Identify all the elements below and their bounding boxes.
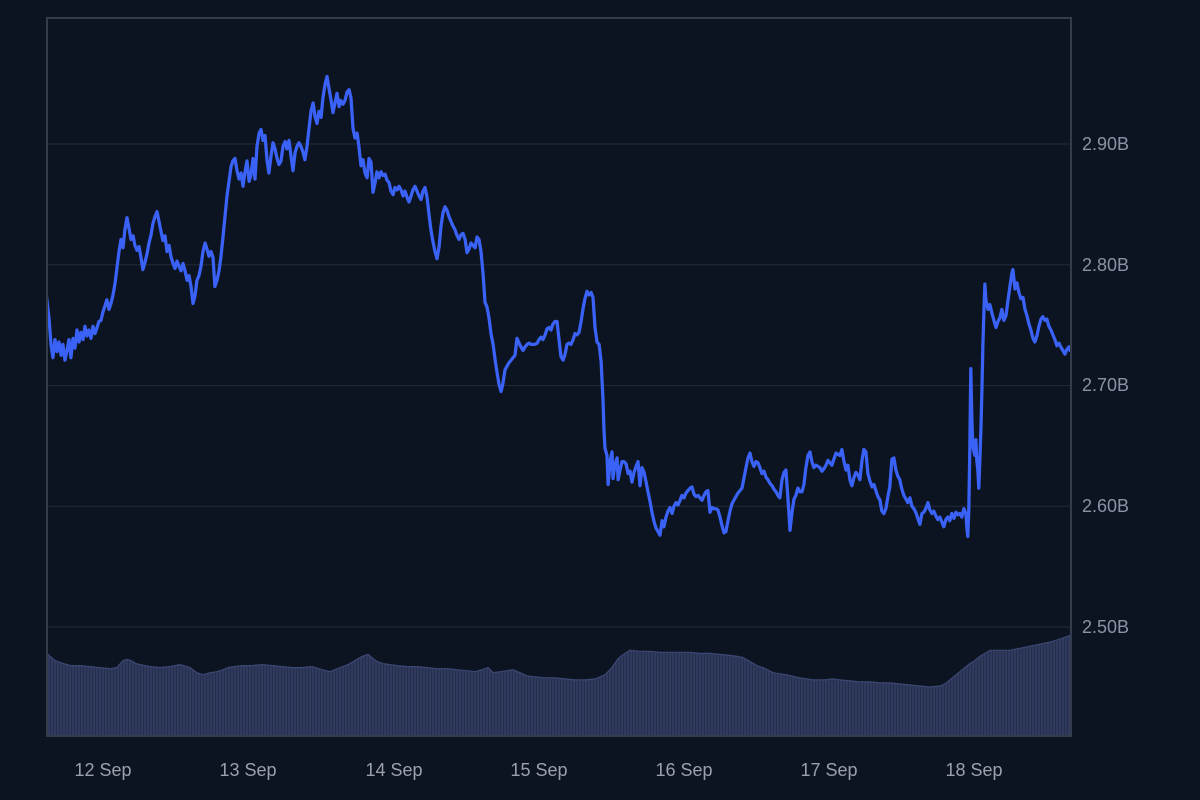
y-axis-tick-label: 2.90B	[1082, 134, 1130, 154]
y-axis-tick-label: 2.50B	[1082, 617, 1130, 637]
x-axis-tick-label: 12 Sep	[74, 760, 132, 780]
x-axis-tick-label: 14 Sep	[365, 760, 423, 780]
x-axis-tick-label: 18 Sep	[945, 760, 1003, 780]
x-axis-tick-label: 17 Sep	[800, 760, 858, 780]
y-axis-tick-label: 2.70B	[1082, 375, 1130, 395]
y-axis-tick-label: 2.60B	[1082, 496, 1130, 516]
x-axis-tick-label: 15 Sep	[510, 760, 568, 780]
x-axis-tick-label: 16 Sep	[655, 760, 713, 780]
y-axis-tick-label: 2.80B	[1082, 255, 1130, 275]
x-axis-tick-label: 13 Sep	[219, 760, 277, 780]
